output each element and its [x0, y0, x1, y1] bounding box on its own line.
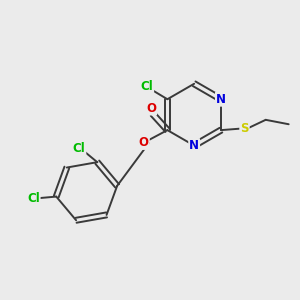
- Text: S: S: [240, 122, 249, 135]
- Text: N: N: [189, 139, 199, 152]
- Text: Cl: Cl: [27, 192, 40, 205]
- Text: O: O: [139, 136, 149, 149]
- Text: O: O: [146, 101, 156, 115]
- Text: Cl: Cl: [140, 80, 153, 93]
- Text: Cl: Cl: [73, 142, 85, 155]
- Text: N: N: [216, 93, 226, 106]
